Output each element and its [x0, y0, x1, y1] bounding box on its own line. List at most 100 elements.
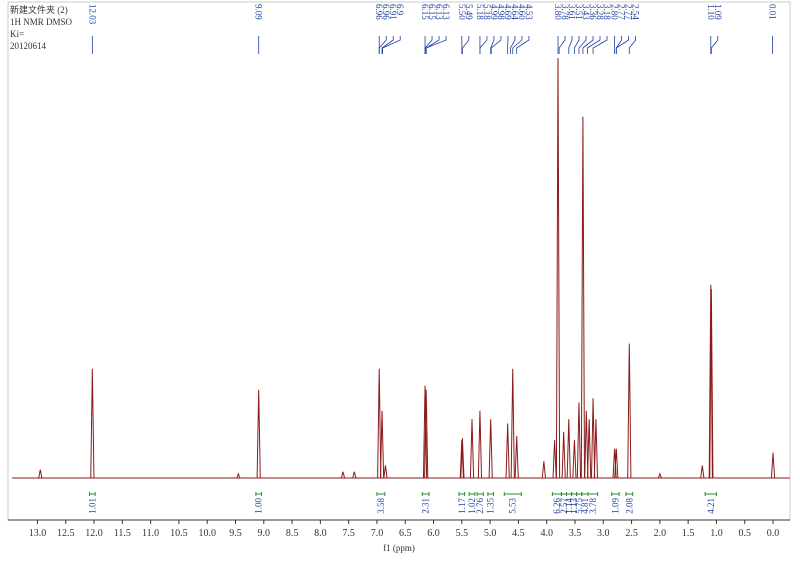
integral-bracket: [468, 492, 476, 496]
x-tick-label: 12.0: [85, 528, 103, 539]
peak: [709, 288, 714, 479]
integral-bracket: [566, 492, 573, 496]
peak: [256, 389, 261, 479]
peak-label-connector: [568, 36, 573, 54]
integral-bracket: [571, 492, 578, 496]
peak: [505, 423, 510, 479]
peak-label: 6.9: [395, 4, 405, 16]
x-tick-label: 12.5: [57, 528, 75, 539]
peak-label: 5.50: [457, 4, 467, 20]
peak: [38, 469, 43, 479]
peak-label: 4.64: [510, 4, 520, 20]
x-tick-label: 11.5: [114, 528, 131, 539]
integral-value: 4.21: [706, 498, 716, 514]
peak-label: 6.13: [434, 4, 444, 20]
peak-label-connector: [490, 36, 502, 54]
integral-bracket: [89, 492, 96, 496]
header-line: Ki=: [10, 29, 24, 39]
integral-bracket: [551, 492, 562, 496]
peak-label-connector: [461, 36, 470, 54]
peak: [566, 419, 571, 479]
integral-bracket: [458, 492, 466, 496]
integral-value: 5.75: [574, 498, 584, 514]
peak-label: 6.96: [381, 4, 391, 20]
peak-label: 6.91: [388, 4, 398, 20]
integral-value: 2.31: [421, 498, 431, 514]
peak-label: 2.54: [631, 4, 641, 20]
peak: [340, 471, 346, 479]
x-tick-label: 10.0: [198, 528, 216, 539]
x-tick-label: 5.5: [456, 528, 469, 539]
integral-bracket: [421, 492, 430, 496]
integral-value: 1.01: [87, 498, 97, 514]
x-tick-label: 10.5: [170, 528, 188, 539]
peak-label: 5.18: [475, 4, 485, 20]
peak-label-connector: [512, 36, 523, 54]
x-tick-label: 3.5: [569, 528, 582, 539]
peak: [424, 389, 429, 479]
peak-label: 4.69: [503, 4, 513, 20]
peak-label-connector: [425, 36, 447, 54]
integral-bracket: [576, 492, 583, 496]
x-tick-label: 6.5: [399, 528, 412, 539]
peak-label: 4.53: [524, 4, 534, 20]
integral-bracket: [560, 492, 568, 496]
peak: [488, 419, 493, 479]
peak-label: 3.78: [560, 4, 570, 20]
integral-value: 6.26: [552, 498, 562, 514]
peak-label: 2.80: [610, 4, 620, 20]
peak-label-connector: [424, 36, 433, 54]
peak: [510, 368, 515, 479]
peak: [514, 435, 519, 479]
peak: [657, 472, 662, 479]
peak-label: 4.99: [489, 4, 499, 20]
peak: [572, 440, 577, 479]
peak-label: 5.49: [464, 4, 474, 20]
integral-value: 4.81: [580, 498, 590, 514]
peak: [90, 368, 95, 479]
x-tick-label: 8.0: [314, 528, 327, 539]
header-title: 新建文件夹 (2): [10, 4, 68, 15]
peak: [383, 465, 388, 479]
x-tick-label: 5.0: [484, 528, 497, 539]
peak-label-connector: [628, 36, 636, 54]
peak-label: 2.77: [624, 4, 634, 20]
peak-label: 3.43: [581, 4, 591, 20]
integral-bracket: [376, 492, 386, 496]
x-tick-label: 2.5: [625, 528, 638, 539]
peak-label: 6.13: [441, 4, 451, 20]
peak: [422, 385, 428, 479]
integral-value: 2.57: [559, 498, 569, 514]
x-axis-label: f1 (ppm): [383, 543, 415, 553]
integral-value: 1.13: [569, 498, 579, 514]
peak-label: 6.15: [420, 4, 430, 20]
peak-label: 5.18: [482, 4, 492, 20]
peak-label-connector: [510, 36, 516, 54]
x-tick-label: 9.5: [229, 528, 242, 539]
integral-bracket: [611, 492, 620, 496]
x-tick-label: 7.0: [371, 528, 384, 539]
x-tick-label: 0.0: [767, 528, 780, 539]
header-line: 20120614: [10, 41, 47, 51]
integral-value: 1.17: [457, 498, 467, 514]
peak: [580, 116, 586, 479]
peak-label: 3.51: [574, 4, 584, 20]
integral-bracket: [503, 492, 522, 496]
peak-label: 6.15: [427, 4, 437, 20]
integral-value: 2.76: [475, 498, 485, 514]
peak-label: 0.01: [767, 4, 777, 20]
peak-label: 3.28: [595, 4, 605, 20]
peak-label-connector: [490, 36, 495, 54]
peak-label: 2.77: [617, 4, 627, 20]
x-tick-label: 6.0: [427, 528, 440, 539]
peak: [587, 419, 592, 479]
peak: [469, 419, 475, 479]
integral-value: 2.08: [624, 498, 634, 514]
peak-label-connector: [582, 36, 594, 54]
peak: [770, 452, 776, 479]
peak-label: 4.60: [517, 4, 527, 20]
peak-label-connector: [574, 36, 580, 54]
peak: [576, 402, 582, 479]
